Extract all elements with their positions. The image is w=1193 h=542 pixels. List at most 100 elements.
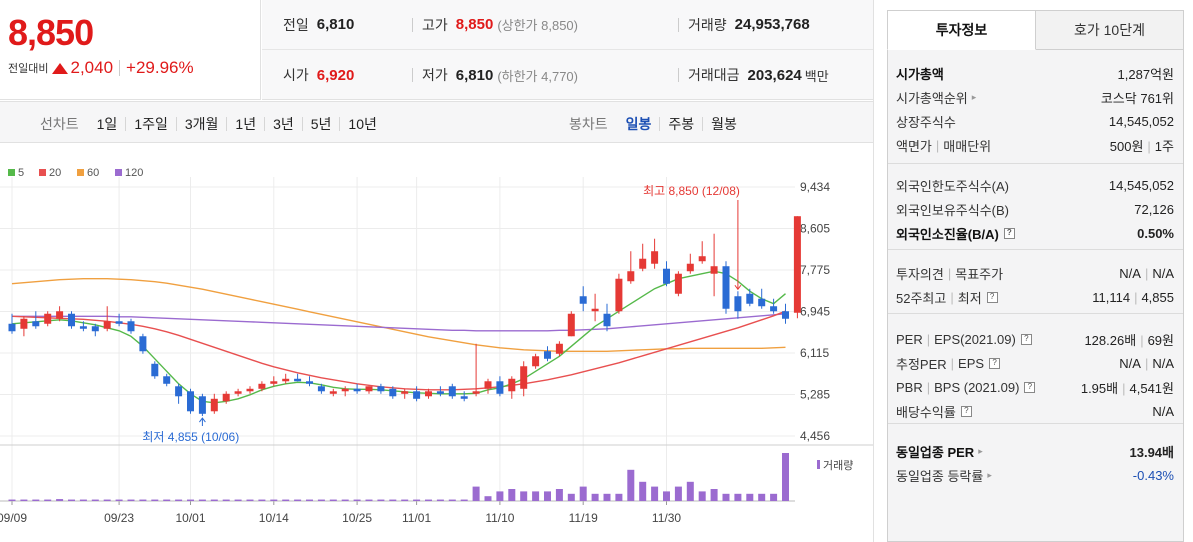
period-10y[interactable]: 10년 [339,117,384,131]
price-summary: 8,850 전일대비 2,040 +29.96% [0,0,261,100]
row-foreign-limit: 외국인한도주식수(A) 14,545,052 [896,174,1174,196]
row-sector-change[interactable]: 동일업종 등락률 ▸ -0.43% [896,464,1174,486]
volume-bar [722,493,730,501]
par-unit-value: 500원 | 1주 [1109,138,1174,154]
candle-body [68,313,75,327]
w52-high-value: 11,114 [1092,289,1131,305]
quote-label: 거래량 [688,16,727,33]
line-chart-title[interactable]: 선차트 [40,116,79,132]
candle-body [651,251,659,264]
volume-bar [175,499,183,501]
x-tick-label: 11/01 [402,511,431,525]
help-icon[interactable]: ? [989,357,1001,369]
candle-body [353,388,361,392]
volume-bar [317,499,325,501]
divider [412,68,413,82]
chart-canvas[interactable]: 5 20 60 120 9,434 8,605 7,775 6,945 6,115 5,285 4,… [0,143,873,542]
dividend-value: N/A [1152,403,1174,419]
divider [678,68,679,82]
candle-weekly[interactable]: 주봉 [659,117,702,131]
x-tick-label: 11/19 [569,511,598,525]
quote-value: 6,810 [455,66,494,84]
low-arrow-head [198,417,206,423]
volume-bar [627,469,635,501]
price-chart[interactable]: 5 20 60 120 9,434 8,605 7,775 6,945 6,115 5,285 4,… [0,143,873,542]
help-icon[interactable]: ? [1003,227,1015,239]
tab-order-book[interactable]: 호가 10단계 [1036,10,1184,50]
volume-bar [32,499,40,501]
volume-bar [508,489,516,501]
per-eps-value: 128.26배 | 69원 [1084,332,1174,348]
foreign-limit-value: 14,545,052 [1108,177,1174,193]
period-5y[interactable]: 5년 [301,117,340,131]
info-key: 외국인한도주식수(A) [896,178,1010,194]
y-tick-label: 4,456 [800,429,830,443]
sector-change-value: -0.43% [1132,467,1174,483]
y-tick-label: 6,115 [800,346,829,360]
sector-per-label: 동일업종 PER [896,444,975,460]
candle-body [496,381,504,394]
x-tick-label: 10/01 [175,511,205,525]
info-key: 배당수익률? [896,402,972,421]
quote-open: 시가 6,920 [283,65,354,85]
candle-body [698,256,706,262]
est-per-value: N/A | N/A [1119,355,1174,371]
opinion-label: 투자의견 [896,266,944,282]
candle-body [544,351,551,359]
period-1w[interactable]: 1주일 [125,117,176,131]
candle-body [127,321,135,332]
candle-body [103,321,111,329]
quote-low: 저가 6,810 (하한가 4,770) [412,65,578,85]
candle-body [484,381,492,389]
candle-body [8,323,16,332]
candle-body [793,216,801,313]
par-value: 500원 [1109,138,1144,154]
candle-body [508,378,516,392]
period-1y[interactable]: 1년 [226,117,264,131]
candle-chart-title[interactable]: 봉차트 [569,116,608,132]
candle-body [210,398,218,412]
volume-bar [663,491,670,501]
opinion-target-value: N/A | N/A [1119,265,1174,281]
help-icon[interactable]: ? [1024,381,1036,393]
row-est-per: 추정PER | EPS? N/A | N/A [896,352,1174,374]
candle-body [663,268,670,284]
candle-monthly[interactable]: 월봉 [702,117,745,131]
candle-body [341,388,349,392]
candle-chart-periods: 봉차트 일봉 주봉 월봉 [569,114,745,134]
legend-swatch-20 [39,169,46,176]
quote-unit: 백만 [804,68,829,84]
info-key: 동일업종 등락률 ▸ [896,466,992,485]
group-valuation: PER | EPS(2021.09)? 128.26배 | 69원 추정PER | EPS?… [888,314,1183,424]
candle-body [270,381,278,384]
help-icon[interactable]: ? [960,405,972,417]
row-sector-per[interactable]: 동일업종 PER ▸ 13.94배 [896,440,1174,462]
chevron-right-icon: ▸ [987,469,992,480]
period-3m[interactable]: 3개월 [175,117,227,131]
volume-bar [746,493,754,501]
candle-body [151,363,159,377]
candle-body [579,296,587,304]
help-icon[interactable]: ? [986,291,998,303]
candle-body [246,388,254,392]
est-per-val: N/A [1119,355,1141,371]
candle-body [139,336,147,352]
candle-body [436,391,444,394]
volume-bar [8,499,16,501]
candle-body [567,313,575,337]
volume-bar [270,499,278,501]
period-1d[interactable]: 1일 [96,116,118,132]
volume-bar [198,499,206,501]
tab-investment-info[interactable]: 투자정보 [887,10,1036,50]
period-3y[interactable]: 3년 [264,117,302,131]
help-icon[interactable]: ? [1020,333,1032,345]
candle-daily[interactable]: 일봉 [625,116,652,132]
x-tick-label: 11/30 [652,511,681,525]
current-price: 8,850 [8,12,94,53]
x-tick-label: 10/25 [342,511,372,525]
info-key: 투자의견 | 목표주가 [896,265,1004,282]
volume-bar [187,499,194,501]
candle-body [555,343,563,354]
lower-limit: (하한가 4,770) [497,68,578,84]
row-market-rank[interactable]: 시가총액순위 ▸ 코스닥 761위 [896,86,1174,108]
